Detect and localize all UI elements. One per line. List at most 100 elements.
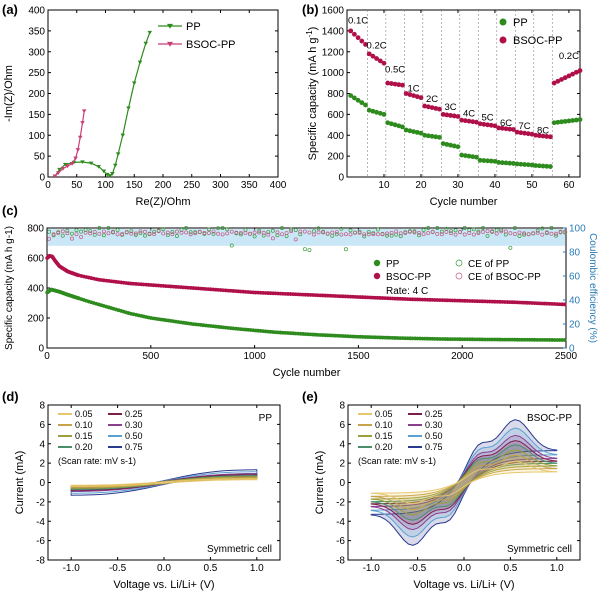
rate-label: 7C — [518, 121, 530, 132]
data-point-PP — [396, 123, 402, 129]
chart-d: -1.0 -0.5 0.0 0.5 1.0 -8 -6 -4 -2 0 2 4 6 8 Voltage vs… — [14, 401, 281, 591]
data-point-BSOC-PP — [474, 119, 479, 125]
ce-point-CE of BSOC-PP — [330, 230, 335, 235]
data-point-BSOC-PP — [459, 117, 465, 123]
panel-title: PP — [259, 413, 273, 424]
y-tick-label: 0 — [338, 173, 344, 184]
data-point-BSOC-PP — [507, 126, 513, 132]
ce-point-CE of BSOC-PP — [252, 230, 257, 235]
ce-point-CE of PP — [302, 247, 307, 252]
ce-point-CE of BSOC-PP — [216, 231, 221, 236]
x-tick-label: 200 — [155, 180, 172, 191]
ce-point-CE of BSOC-PP — [366, 232, 371, 237]
data-point-PP — [96, 164, 101, 169]
y2-tick-label: 80 — [569, 248, 581, 259]
ce-point-CE of PP — [152, 229, 157, 234]
y-axis-title: Current (mA) — [14, 451, 26, 515]
ce-point-CE of BSOC-PP — [531, 231, 536, 236]
ce-point-CE of BSOC-PP — [554, 231, 558, 236]
data-point-PP — [514, 161, 520, 167]
ce-point-CE of PP — [143, 233, 147, 238]
ce-point-CE of BSOC-PP — [129, 231, 134, 236]
y-tick-label: 8 — [339, 401, 345, 412]
y-tick-label: 350 — [28, 26, 45, 37]
data-point-PP — [107, 174, 113, 178]
ce-point-CE of BSOC-PP — [175, 229, 179, 234]
ce-point-CE of BSOC-PP — [138, 229, 143, 234]
data-point-BSOC-PP — [481, 121, 487, 127]
ce-point-CE of BSOC-PP — [353, 230, 358, 235]
legend-label: 0.10 — [75, 420, 93, 430]
data-point-PP — [88, 161, 94, 166]
data-point-BSOC-PP — [392, 81, 398, 87]
data-point-PP — [422, 132, 428, 138]
data-point-BSOC-PP — [403, 91, 409, 96]
data-point-PP — [126, 106, 131, 111]
x-tick-label: 2000 — [451, 351, 474, 362]
data-point-BSOC-PP — [470, 119, 476, 125]
ce-point-CE of PP — [69, 231, 74, 236]
data-point-BSOC-PP — [374, 56, 379, 61]
data-point-PP — [566, 118, 572, 124]
legend-marker — [455, 272, 463, 280]
ce-point-CE of BSOC-PP — [88, 231, 93, 236]
data-point-PP — [411, 129, 416, 134]
ce-point-CE of PP — [47, 229, 52, 234]
legend-label: 0.30 — [125, 420, 143, 430]
rate-label: 4C — [463, 108, 475, 119]
ce-point-CE of PP — [184, 226, 189, 230]
scan-rate-note: (Scan rate: mV s-1) — [58, 456, 136, 466]
data-point-PP — [433, 134, 439, 140]
y-axis-title: Specific capacity (mA h g-1) — [305, 27, 319, 161]
data-point-BSOC-PP — [75, 148, 81, 152]
ce-point-CE of BSOC-PP — [458, 230, 463, 234]
ce-point-CE of BSOC-PP — [485, 229, 490, 234]
ce-point-CE of PP — [435, 226, 440, 230]
data-point-PP — [548, 164, 553, 169]
x-tick-label: 0 — [45, 180, 51, 191]
ce-point-CE of PP — [499, 227, 504, 232]
ce-point-CE of BSOC-PP — [407, 229, 412, 234]
ce-point-CE of PP — [554, 233, 558, 238]
data-point-PP — [496, 159, 502, 165]
panel-label-c: (c) — [2, 203, 18, 218]
legend-label: PP — [513, 17, 528, 29]
cv-loop-0.05 — [370, 461, 558, 504]
ce-point-CE of PP — [293, 228, 298, 233]
ce-point-CE of PP — [481, 226, 485, 230]
ce-point-CE of PP — [275, 233, 280, 238]
ce-point-CE of PP — [280, 226, 284, 230]
x-axis-title: Voltage vs. Li/Li+ (V) — [413, 579, 514, 591]
cell-annotation: Symmetric cell — [507, 544, 572, 555]
data-point-PP — [559, 119, 564, 125]
legend-marker — [373, 272, 381, 280]
data-point-BSOC-PP — [381, 60, 387, 66]
data-point-BSOC-PP — [544, 134, 550, 139]
y-tick-label: 4 — [339, 439, 345, 450]
ce-point-CE of BSOC-PP — [362, 232, 367, 237]
data-point-PP — [529, 162, 535, 168]
ce-point-CE of PP — [362, 234, 367, 239]
ce-point-CE of PP — [522, 232, 527, 237]
legend-label: 0.15 — [375, 431, 393, 441]
data-point-BSOC-PP — [77, 135, 83, 140]
x-tick-label: -0.5 — [409, 563, 427, 574]
ce-point-CE of BSOC-PP — [321, 230, 326, 235]
ce-point-CE of BSOC-PP — [165, 230, 170, 235]
ce-point-CE of BSOC-PP — [522, 231, 527, 236]
rate-label: 0.2C — [367, 41, 387, 52]
legend-marker-pp — [499, 18, 507, 26]
data-point-BSOC-PP — [518, 130, 524, 136]
data-point-BSOC-PP — [440, 111, 446, 117]
rate-label: 8C — [537, 126, 549, 137]
data-point-PP — [351, 95, 357, 101]
ce-point-CE of BSOC-PP — [152, 232, 157, 237]
x-axis-title: Cycle number — [273, 367, 341, 379]
data-point-BSOC-PP — [455, 114, 461, 119]
x-tick-label: 20 — [415, 180, 427, 191]
data-point-PP — [444, 141, 450, 147]
ce-point-CE of BSOC-PP — [97, 231, 102, 236]
legend-marker — [167, 41, 173, 47]
data-point-BSOC-PP — [422, 103, 428, 109]
ce-point-CE of BSOC-PP — [202, 231, 207, 235]
